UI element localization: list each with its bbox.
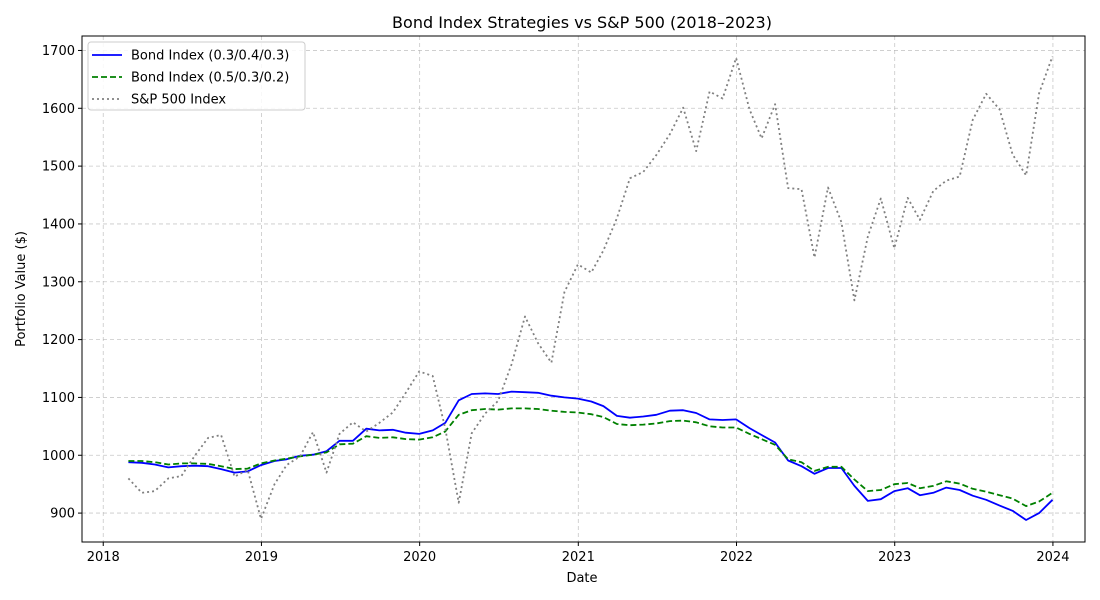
legend-label-1: Bond Index (0.3/0.4/0.3) xyxy=(131,49,289,64)
x-tick-label: 2023 xyxy=(878,550,911,565)
x-tick-label: 2021 xyxy=(562,550,595,565)
x-tick-label: 2018 xyxy=(87,550,120,565)
series-line-2 xyxy=(128,407,1053,508)
x-tick-label: 2024 xyxy=(1036,550,1069,565)
plot-frame xyxy=(81,35,1086,543)
x-tick-label: 2020 xyxy=(403,550,436,565)
y-tick-label: 1300 xyxy=(42,275,75,290)
legend-box xyxy=(87,41,306,111)
y-tick-label: 1200 xyxy=(42,333,75,348)
y-tick-label: 1100 xyxy=(42,391,75,406)
series-line-3 xyxy=(127,55,1054,520)
x-tick-label: 2019 xyxy=(245,550,278,565)
x-axis-ticks: 2018 2019 2020 2021 2022 2023 2024 xyxy=(87,542,1069,565)
legend-label-2: Bond Index (0.5/0.3/0.2) xyxy=(131,71,289,86)
y-tick-label: 1500 xyxy=(42,160,75,175)
y-tick-label: 1000 xyxy=(42,449,75,464)
y-axis-ticks: 900 1000 1100 1200 1300 1400 1500 1600 1700 xyxy=(42,44,82,522)
y-tick-label: 1700 xyxy=(42,44,75,59)
x-tick-label: 2022 xyxy=(720,550,753,565)
legend-label-3: S&P 500 Index xyxy=(131,93,226,108)
grid-lines xyxy=(82,36,1085,542)
legend: Bond Index (0.3/0.4/0.3) Bond Index (0.5/… xyxy=(87,41,306,111)
x-axis-label: Date xyxy=(566,571,597,586)
y-axis-label: Portfolio Value ($) xyxy=(14,231,29,347)
series-lines xyxy=(127,55,1054,521)
y-tick-label: 1400 xyxy=(42,217,75,232)
chart-title: Bond Index Strategies vs S&P 500 (2018–2… xyxy=(392,13,772,32)
y-tick-label: 900 xyxy=(50,507,75,522)
y-tick-label: 1600 xyxy=(42,102,75,117)
